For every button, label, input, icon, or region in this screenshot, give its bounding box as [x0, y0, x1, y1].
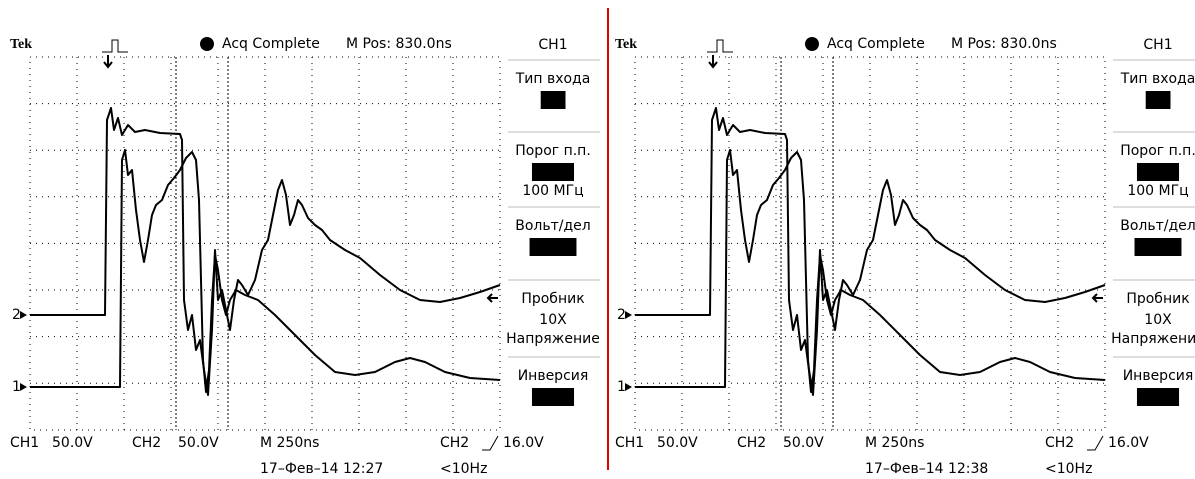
menu-value: DC	[1148, 92, 1169, 108]
brand: Tek	[615, 37, 637, 52]
menu-value: Грубо	[532, 239, 575, 255]
menu-label: Пробник	[1126, 291, 1189, 307]
status-dot	[200, 37, 214, 51]
menu-label: Порог п.п.	[1120, 143, 1195, 159]
menu-label: Инверсия	[1123, 368, 1194, 384]
footer-trigger-source: CH2	[440, 435, 469, 451]
menu-value: Грубо	[1137, 239, 1180, 255]
menu-label: Вольт/дел	[1120, 218, 1195, 234]
menu-value: Выкл	[1139, 164, 1177, 180]
menu-value: 10X	[539, 312, 567, 328]
footer-frequency: <10Hz	[1045, 461, 1092, 477]
footer-ch1-scale: 50.0V	[657, 435, 698, 451]
footer-trigger-level: 16.0V	[503, 435, 544, 451]
menu-label: Тип входа	[515, 71, 591, 87]
menu-extra: 100 МГц	[522, 183, 583, 199]
menu-extra: Напряжение	[506, 331, 600, 347]
menu-label: Вольт/дел	[515, 218, 590, 234]
footer-ch1-scale: 50.0V	[52, 435, 93, 451]
menu-extra: Напряжение	[1111, 331, 1195, 347]
footer-date: 17–Фев–14 12:38	[865, 461, 988, 477]
menu-value: Выкл	[534, 164, 572, 180]
footer-date: 17–Фев–14 12:27	[260, 461, 383, 477]
brand: Tek	[10, 37, 32, 52]
menu-value: 10X	[1144, 312, 1172, 328]
footer-frequency: <10Hz	[440, 461, 487, 477]
channel-marker: 2	[617, 307, 626, 323]
footer-ch2: CH2	[132, 435, 161, 451]
menu-title: CH1	[538, 37, 567, 53]
footer-timebase: M 250ns	[865, 435, 924, 451]
menu-extra: 100 МГц	[1127, 183, 1188, 199]
channel-marker: 1	[617, 379, 626, 395]
footer-ch1: CH1	[10, 435, 39, 451]
background	[0, 0, 1195, 479]
footer-timebase: M 250ns	[260, 435, 319, 451]
footer-ch2-scale: 50.0V	[178, 435, 219, 451]
menu-title: CH1	[1143, 37, 1172, 53]
menu-value: DC	[543, 92, 564, 108]
menu-value: Выкл	[534, 389, 572, 405]
footer-trigger-level: 16.0V	[1108, 435, 1149, 451]
menu-label: Тип входа	[1120, 71, 1195, 87]
menu-value: Выкл	[1139, 389, 1177, 405]
menu-label: Пробник	[521, 291, 584, 307]
channel-marker: 2	[12, 307, 21, 323]
footer-ch1: CH1	[615, 435, 644, 451]
footer-trigger-source: CH2	[1045, 435, 1074, 451]
position: M Pos: 830.0ns	[346, 36, 452, 52]
screenshot: 2 1 Tek Acq Complete M Pos: 830.0ns CH1 Тип вх…	[0, 0, 1195, 479]
menu-label: Инверсия	[518, 368, 589, 384]
position: M Pos: 830.0ns	[951, 36, 1057, 52]
footer-ch2: CH2	[737, 435, 766, 451]
menu-label: Порог п.п.	[515, 143, 591, 159]
status: Acq Complete	[222, 36, 320, 52]
channel-marker: 1	[12, 379, 21, 395]
status: Acq Complete	[827, 36, 925, 52]
status-dot	[805, 37, 819, 51]
footer-ch2-scale: 50.0V	[783, 435, 824, 451]
